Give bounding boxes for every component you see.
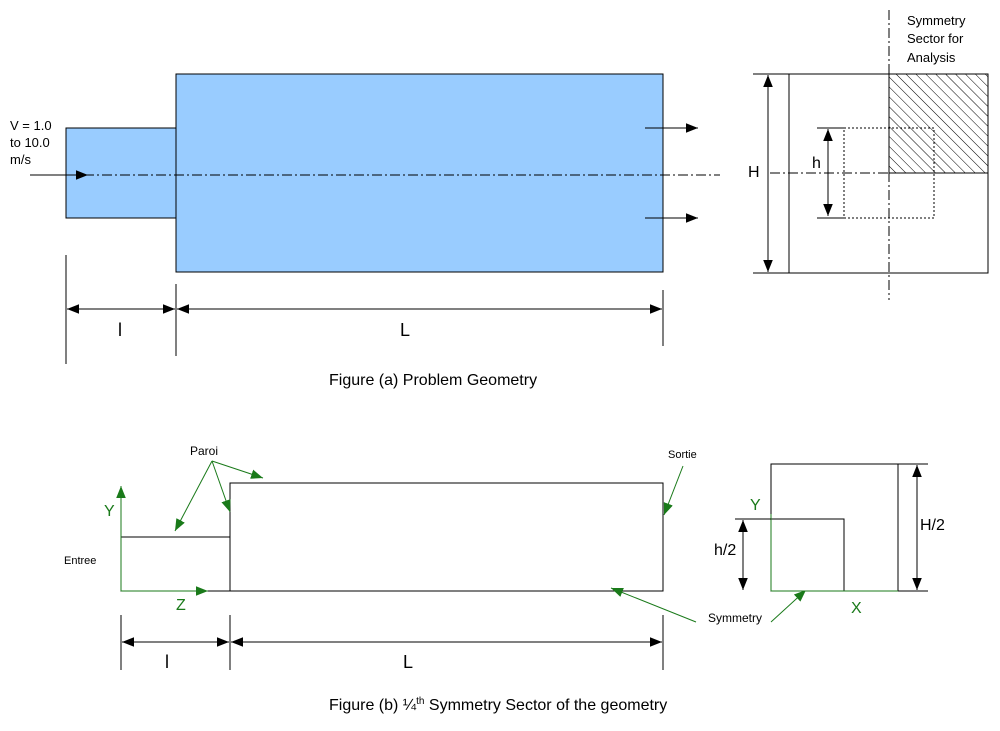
caption-superscript: th <box>416 696 424 707</box>
symmetry-sector-hatched <box>888 73 989 174</box>
velocity-label-3: m/s <box>10 152 31 167</box>
quarter-main-chamber <box>229 482 664 592</box>
outlet-label: Sortie <box>668 449 697 461</box>
dim-h2-label: h/2 <box>714 542 736 559</box>
symmetry-label: Symmetry <box>708 611 762 625</box>
inlet-pipe <box>65 127 177 219</box>
y-axis-label: Y <box>104 503 115 520</box>
velocity-label-2: to 10.0 <box>10 135 50 150</box>
dim-l-label: l <box>165 652 169 672</box>
figure-b-caption: Figure (b) ¼th Symmetry Sector of the ge… <box>329 696 667 714</box>
figure-a-caption: Figure (a) Problem Geometry <box>329 372 537 389</box>
quarter-inlet-pipe <box>120 536 231 592</box>
y-axis-label: Y <box>750 497 761 514</box>
dim-H2-label: H/2 <box>920 517 945 534</box>
caption-main: Figure (b) ¼ <box>329 697 417 714</box>
sector-label-3: Analysis <box>907 50 956 65</box>
x-axis-label: X <box>851 600 862 617</box>
sector-label-2: Sector for <box>907 31 964 46</box>
main-chamber <box>175 73 664 273</box>
z-axis-label: Z <box>176 597 186 614</box>
dim-h-label: h <box>812 155 821 172</box>
dim-L-label: L <box>403 652 413 672</box>
dim-L-label: L <box>400 320 410 340</box>
outlet-pointer-arrow <box>663 465 684 516</box>
dim-H-label: H <box>748 164 760 181</box>
wall-pointer-arrow <box>174 460 213 532</box>
sector-label-1: Symmetry <box>907 13 966 28</box>
wall-label: Paroi <box>190 444 218 458</box>
wall-pointer-arrow <box>211 460 231 513</box>
figure-a: V = 1.0 to 10.0 m/s l L H h Symmetry Sec… <box>10 10 989 389</box>
figure-b: Y Z Paroi Sortie Entree Symmetry l L Y X… <box>64 444 945 714</box>
caption-rest: Symmetry Sector of the geometry <box>424 697 667 714</box>
dim-l-label: l <box>118 320 122 340</box>
quarter-cross-section-outer <box>770 463 899 592</box>
inlet-label: Entree <box>64 555 96 567</box>
wall-pointer-arrow <box>211 460 264 479</box>
symmetry-pointer-arrow <box>610 587 697 623</box>
symmetry-pointer-arrow <box>770 589 807 623</box>
velocity-label-1: V = 1.0 <box>10 118 52 133</box>
